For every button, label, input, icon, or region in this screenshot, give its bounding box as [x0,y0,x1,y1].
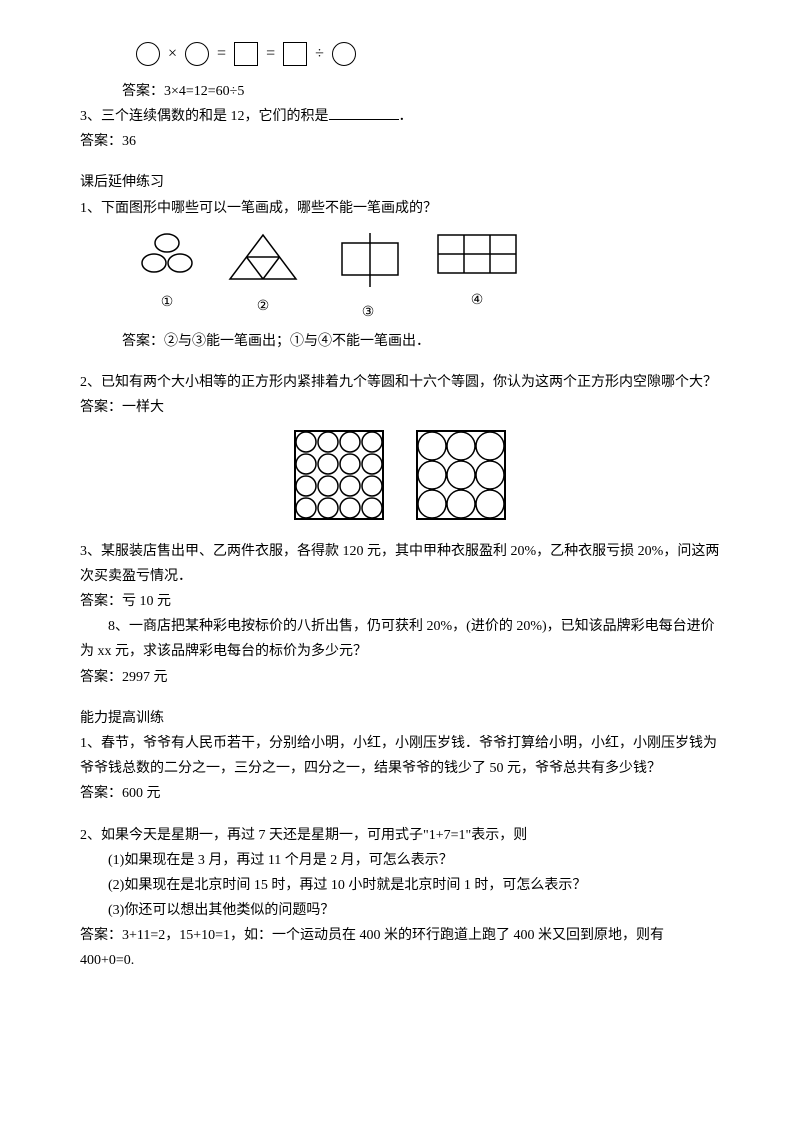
square-icon [234,42,258,66]
sa-q8-line2: 为 xx 元，求该品牌彩电每台的标价为多少元？ [80,639,720,664]
sa-q3-line2: 次买卖盈亏情况． [80,564,720,589]
square-icon [283,42,307,66]
shape-label: ② [224,294,302,319]
cross-square-icon [328,231,408,289]
shapes-row: ① ② ③ ④ [136,231,720,325]
sb-q1-line2: 爷爷钱总数的二分之一，三分之一，四分之一，结果爷爷的钱少了 50 元，爷爷总共有… [80,756,720,781]
sb-q2-answer-line1: 答案：3+11=2，15+10=1，如：一个运动员在 400 米的环行跑道上跑了… [80,923,720,948]
sa-q2-answer: 答案：一样大 [80,395,720,420]
blank-line [329,119,399,120]
triangle-grid-icon [224,231,302,283]
answer-label: 答案： [122,334,164,349]
sixteen-circles-icon [293,429,385,521]
q3-text: 3、三个连续偶数的和是 12，它们的积是 ． [80,104,720,129]
q3-prompt: 3、三个连续偶数的和是 12，它们的积是 [80,109,329,124]
shape-label: ③ [328,300,408,325]
sa-q1-text: 1、下面图形中哪些可以一笔画成，哪些不能一笔画成的？ [80,196,720,221]
circle-icon [332,42,356,66]
sb-q2-sub2: (2)如果现在是北京时间 15 时，再过 10 小时就是北京时间 1 时，可怎么… [80,873,720,898]
answer-text: 一样大 [122,400,164,415]
answer-label: 答案： [80,786,122,801]
shape-3: ③ [328,231,408,325]
circle-icon [185,42,209,66]
answer-label: 答案： [122,84,164,99]
sa-q3-line1: 3、某服装店售出甲、乙两件衣服，各得款 120 元，其中甲种衣服盈利 20%，乙… [80,539,720,564]
equals-op: = [266,40,275,69]
sa-q8-answer: 答案：2997 元 [80,665,720,690]
section-a-title: 课后延伸练习 [80,170,720,195]
circles-in-squares [80,429,720,521]
times-op: × [168,40,177,69]
shape-label: ① [136,290,198,315]
grid-2x3-icon [434,231,520,277]
sb-q2-answer-line2: 400+0=0. [80,948,720,973]
shape-4: ④ [434,231,520,325]
nine-circles-icon [415,429,507,521]
sb-q2-sub1: (1)如果现在是 3 月，再过 11 个月是 2 月，可怎么表示？ [80,848,720,873]
q3-suffix: ． [399,109,413,124]
formula-answer: 答案：3×4=12=60÷5 [80,79,720,104]
answer-label: 答案： [80,400,122,415]
formula-equation: × = = ÷ [136,40,720,69]
answer-text: 3×4=12=60÷5 [164,84,244,99]
answer-label: 答案： [80,670,122,685]
answer-text: 36 [122,134,136,149]
q3-answer: 答案：36 [80,129,720,154]
answer-text: 600 元 [122,786,161,801]
answer-label: 答案： [80,594,122,609]
divide-op: ÷ [315,40,324,69]
sa-q2-text: 2、已知有两个大小相等的正方形内紧排着九个等圆和十六个等圆，你认为这两个正方形内… [80,370,720,395]
answer-text: ②与③能一笔画出；①与④不能一笔画出． [164,334,430,349]
sb-q2-sub3: (3)你还可以想出其他类似的问题吗？ [80,898,720,923]
shape-2: ② [224,231,302,325]
sa-q8-line1: 8、一商店把某种彩电按标价的八折出售，仍可获利 20%，(进价的 20%)，已知… [80,614,720,639]
sa-q1-answer: 答案：②与③能一笔画出；①与④不能一笔画出． [80,329,720,354]
answer-label: 答案： [80,134,122,149]
sb-q1-answer: 答案：600 元 [80,781,720,806]
sa-q3-answer: 答案：亏 10 元 [80,589,720,614]
sb-q1-line1: 1、春节，爷爷有人民币若干，分别给小明，小红，小刚压岁钱．爷爷打算给小明，小红，… [80,731,720,756]
three-ellipses-icon [136,231,198,279]
section-b-title: 能力提高训练 [80,706,720,731]
shape-1: ① [136,231,198,325]
answer-text: 2997 元 [122,670,168,685]
sb-q2-text: 2、如果今天是星期一，再过 7 天还是星期一，可用式子"1+7=1"表示，则 [80,823,720,848]
equals-op: = [217,40,226,69]
circle-icon [136,42,160,66]
answer-text: 亏 10 元 [122,594,171,609]
shape-label: ④ [434,288,520,313]
